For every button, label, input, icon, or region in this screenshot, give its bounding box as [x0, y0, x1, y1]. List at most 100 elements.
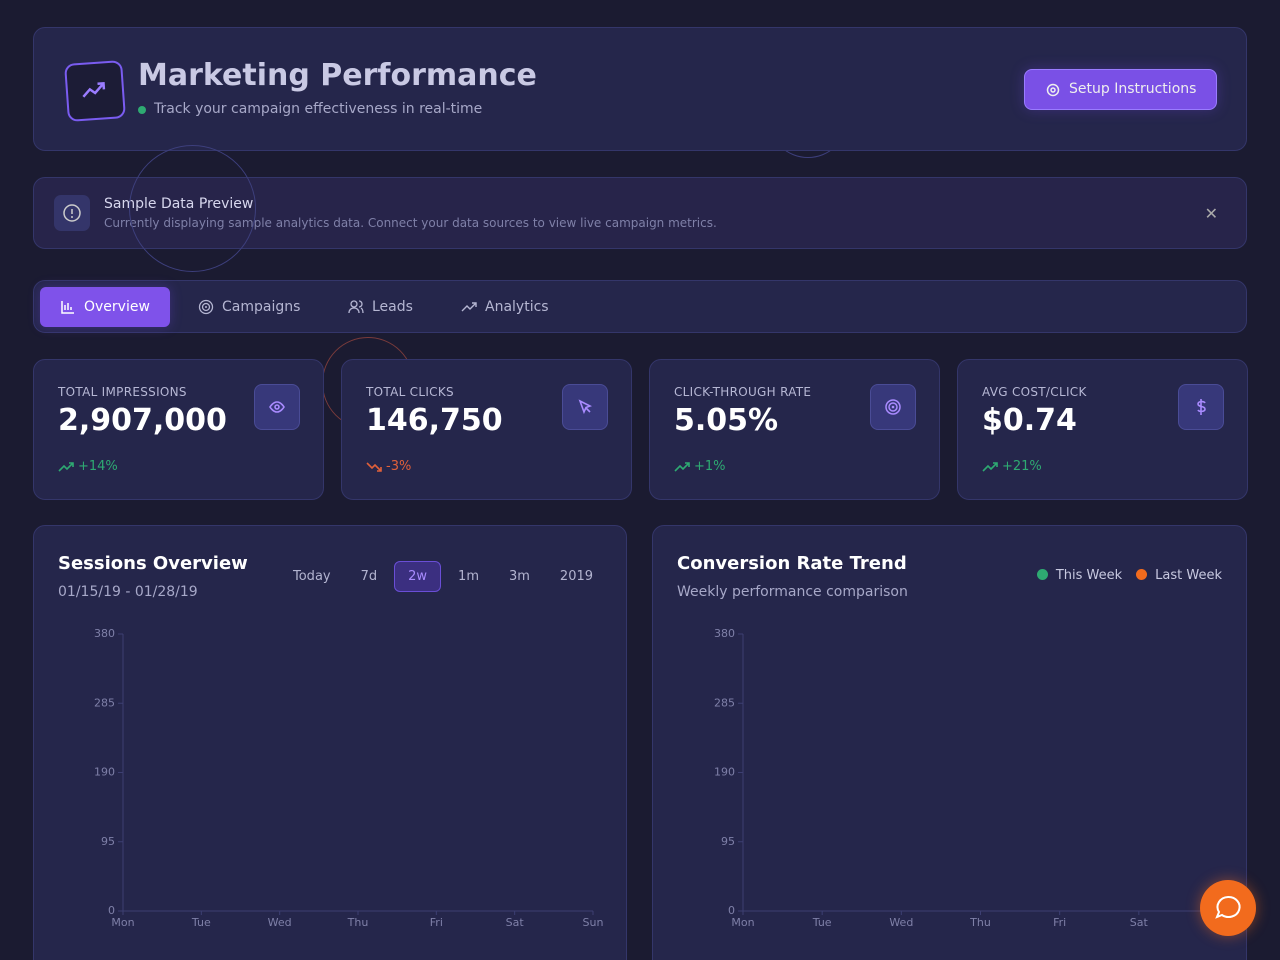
notice-icon [54, 195, 90, 231]
kpi-card: TOTAL CLICKS 146,750 -3% [341, 359, 632, 500]
trend-icon [366, 462, 382, 472]
tab-icon [61, 301, 74, 314]
kpi-icon [1178, 384, 1224, 430]
tab[interactable]: Analytics [459, 287, 569, 327]
kpi-glyph [1197, 399, 1206, 415]
legend: This Week Last Week [1023, 568, 1222, 583]
legend-item: Last Week [1136, 568, 1222, 583]
y-tick-label: 0 [728, 904, 735, 917]
tab-icon [198, 299, 214, 315]
x-tick-label: Wed [268, 916, 292, 929]
x-tick-label: Tue [191, 916, 211, 929]
chat-button[interactable] [1200, 880, 1256, 936]
legend-label: This Week [1055, 568, 1123, 583]
kpi-value: 2,907,000 [58, 403, 227, 438]
kpi-change: -3% [386, 459, 412, 474]
panel-subtitle: Weekly performance comparison [677, 584, 908, 600]
y-tick-label: 95 [721, 835, 735, 848]
logo-icon [82, 82, 106, 98]
kpi-change: +1% [694, 459, 726, 474]
alert-icon [63, 204, 81, 222]
kpi-value: 5.05% [674, 403, 779, 438]
panel-title: Sessions Overview [58, 553, 248, 574]
header: Marketing Performance Track your campaig… [33, 27, 1247, 151]
legend-swatch [1036, 569, 1048, 580]
tab[interactable]: Overview [40, 287, 170, 327]
period-button[interactable]: 2019 [559, 569, 594, 584]
y-tick-label: 380 [94, 627, 115, 640]
x-tick-label: Thu [347, 916, 369, 929]
kpi-card: TOTAL IMPRESSIONS 2,907,000 +14% [33, 359, 324, 500]
period-button[interactable]: Today [293, 569, 331, 584]
notice-text: Currently displaying sample analytics da… [104, 216, 717, 230]
x-tick-label: Mon [111, 916, 134, 929]
date-range: 01/15/19 - 01/28/19 [58, 584, 198, 600]
period-button[interactable]: 1m [458, 569, 479, 584]
subtitle: Track your campaign effectiveness in rea… [154, 101, 483, 117]
tab-label: Analytics [485, 299, 549, 315]
kpi-change: +14% [78, 459, 118, 474]
x-tick-label: Sun [583, 916, 604, 929]
trend-icon [674, 462, 690, 472]
x-tick-label: Fri [430, 916, 443, 929]
close-button[interactable]: ✕ [1204, 204, 1218, 223]
x-tick-label: Mon [731, 916, 754, 929]
conversion-panel: Conversion Rate Trend Weekly performance… [652, 525, 1247, 960]
kpi-label: TOTAL CLICKS [366, 385, 454, 399]
x-tick-label: Sat [506, 916, 525, 929]
chat-icon [1215, 895, 1241, 919]
kpi-change: +21% [1002, 459, 1042, 474]
kpi-card: CLICK-THROUGH RATE 5.05% +1% [649, 359, 940, 500]
tab-bar: Overview Campaigns Leads Analytics [33, 280, 1247, 333]
legend-label: Last Week [1155, 568, 1222, 583]
x-tick-label: Fri [1053, 916, 1066, 929]
tab-label: Campaigns [222, 299, 301, 315]
trend-icon [58, 462, 74, 472]
legend-item: This Week [1036, 568, 1123, 583]
x-tick-label: Thu [969, 916, 991, 929]
kpi-value: $0.74 [982, 403, 1077, 438]
kpi-icon [254, 384, 300, 430]
period-button[interactable]: 7d [360, 569, 378, 584]
x-tick-label: Wed [889, 916, 913, 929]
gear-icon [1046, 83, 1060, 97]
y-tick-label: 380 [714, 627, 735, 640]
kpi-glyph [269, 401, 285, 413]
trend-icon [982, 462, 998, 472]
legend-swatch [1136, 569, 1148, 580]
kpi-value: 146,750 [366, 403, 503, 438]
period-button[interactable]: 3m [508, 569, 530, 584]
kpi-glyph [578, 399, 592, 415]
panel-title: Conversion Rate Trend [677, 553, 907, 574]
x-tick-label: Tue [812, 916, 832, 929]
kpi-icon [562, 384, 608, 430]
tab[interactable]: Leads [346, 287, 436, 327]
x-tick-label: Sat [1130, 916, 1149, 929]
y-tick-label: 285 [714, 696, 735, 709]
setup-button[interactable]: Setup Instructions [1024, 69, 1217, 110]
kpi-card: AVG COST/CLICK $0.74 +21% [957, 359, 1248, 500]
y-tick-label: 190 [94, 766, 115, 779]
tab-icon [348, 300, 364, 314]
title: Marketing Performance [138, 58, 537, 93]
decoration [129, 145, 256, 272]
tab-label: Leads [372, 299, 413, 315]
status-dot [138, 106, 146, 114]
period-button[interactable]: 2w [394, 561, 442, 592]
kpi-label: AVG COST/CLICK [982, 385, 1087, 399]
kpi-icon [870, 384, 916, 430]
sessions-panel: Sessions Overview 01/15/19 - 01/28/19 To… [33, 525, 627, 960]
tab[interactable]: Campaigns [196, 287, 316, 327]
tab-icon [461, 302, 477, 312]
period-selector: Today 7d 2w 1m 3m 2019 [280, 561, 610, 592]
kpi-glyph [885, 399, 901, 415]
logo [64, 60, 126, 122]
button-label: Setup Instructions [1069, 81, 1197, 97]
kpi-label: TOTAL IMPRESSIONS [58, 385, 187, 399]
kpi-label: CLICK-THROUGH RATE [674, 385, 812, 399]
y-tick-label: 190 [714, 766, 735, 779]
y-tick-label: 285 [94, 696, 115, 709]
